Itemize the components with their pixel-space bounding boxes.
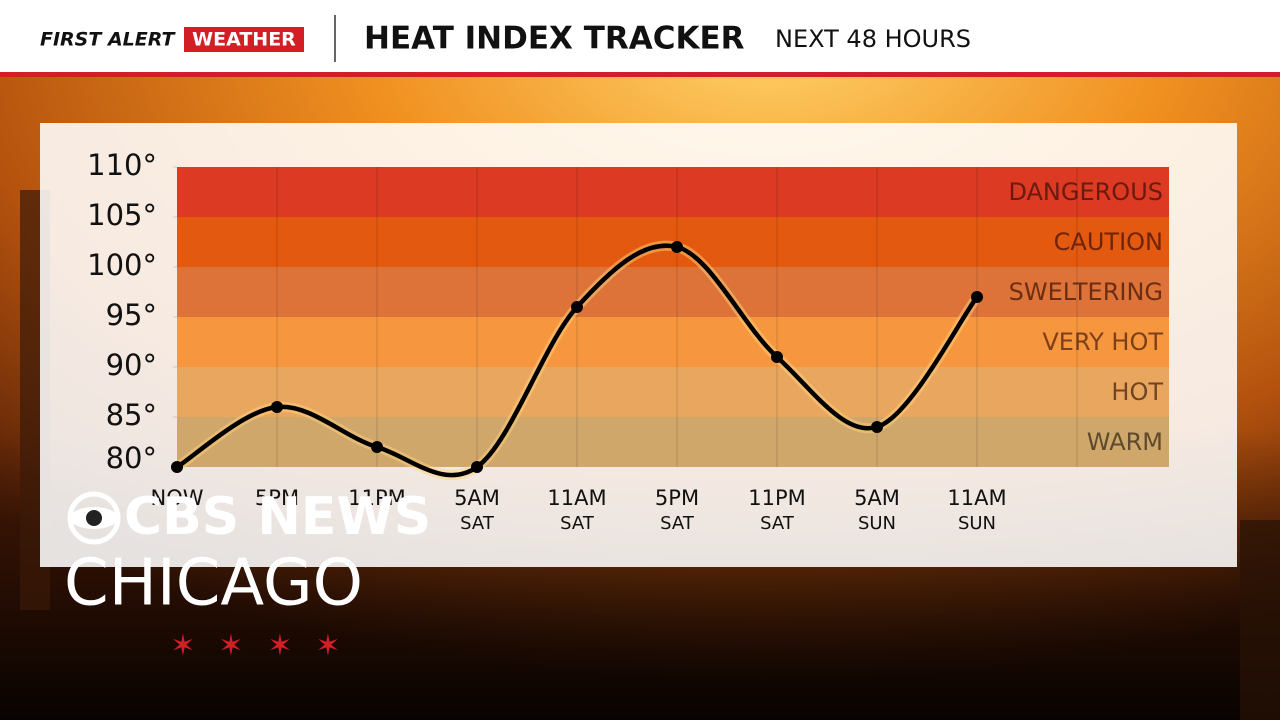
x-tick-sublabel: SUN	[858, 513, 896, 534]
logo-network: CBS NEWS	[124, 487, 431, 547]
data-point	[771, 351, 783, 363]
skyline	[1240, 520, 1280, 720]
y-tick-label: 100°	[87, 248, 157, 282]
data-point	[671, 241, 683, 253]
x-tick-label: 11AM	[947, 486, 1006, 510]
logo-star: ✶	[267, 629, 292, 664]
y-tick-label: 80°	[106, 441, 157, 475]
y-tick-label: 105°	[87, 198, 157, 232]
zone-label: HOT	[1111, 378, 1163, 406]
zone-label: SWELTERING	[1009, 278, 1163, 306]
y-tick-label: 90°	[106, 348, 157, 382]
zone-label: CAUTION	[1054, 228, 1163, 256]
logo-star: ✶	[170, 629, 195, 664]
x-tick-label: 11PM	[748, 486, 806, 510]
x-tick-label: NOW	[150, 486, 203, 510]
brand-first: FIRST ALERT	[40, 29, 177, 51]
logo: CBS NEWS CHICAGO ✶ ✶ ✶ ✶	[64, 487, 431, 664]
x-tick-sublabel: SAT	[460, 513, 495, 534]
brand-second: WEATHER	[192, 29, 296, 51]
x-tick-label: 11AM	[547, 486, 606, 510]
header-subtitle: NEXT 48 HOURS	[775, 25, 971, 53]
data-point	[871, 421, 883, 433]
zone-band	[177, 267, 1169, 317]
zone-label: VERY HOT	[1042, 328, 1163, 356]
chart: WARM HOT VERY HOT SWELTERING CAUTION DANGEROU…	[87, 148, 1169, 534]
y-tick-label: 85°	[106, 398, 157, 432]
zone-label: DANGEROUS	[1008, 178, 1163, 206]
brand-badge	[184, 27, 304, 52]
data-point	[271, 401, 283, 413]
y-tick-label: 110°	[87, 148, 157, 182]
zone-band	[177, 367, 1169, 417]
data-point	[171, 461, 183, 473]
data-point	[471, 461, 483, 473]
header-rule	[0, 72, 1280, 77]
x-tick-label: 5PM	[255, 486, 299, 510]
x-tick-sublabel: SAT	[560, 513, 595, 534]
x-tick-label: 5AM	[854, 486, 900, 510]
x-tick-label: 11PM	[348, 486, 406, 510]
x-tick-label: 5PM	[655, 486, 699, 510]
zone-band	[177, 167, 1169, 217]
header-title: HEAT INDEX TRACKER	[364, 21, 745, 57]
logo-star: ✶	[315, 629, 340, 664]
x-tick-sublabel: SAT	[660, 513, 695, 534]
x-tick-sublabel: SAT	[760, 513, 795, 534]
x-tick-label: 5AM	[454, 486, 500, 510]
zone-band	[177, 317, 1169, 367]
data-point	[371, 441, 383, 453]
logo-star: ✶	[218, 629, 243, 664]
logo-city: CHICAGO	[64, 547, 363, 621]
logo-eye	[86, 510, 102, 526]
x-tick-sublabel: SUN	[958, 513, 996, 534]
zone-label: WARM	[1087, 428, 1163, 456]
y-tick-label: 95°	[106, 298, 157, 332]
data-point	[971, 291, 983, 303]
data-point	[571, 301, 583, 313]
